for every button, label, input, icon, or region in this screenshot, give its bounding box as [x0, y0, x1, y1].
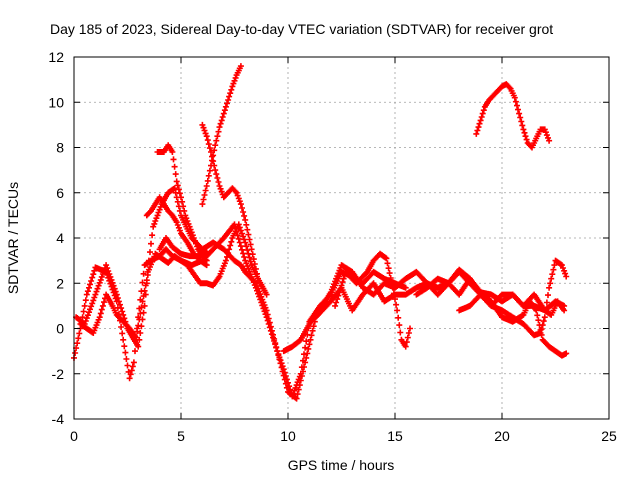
data-point-marks	[199, 121, 270, 298]
grid	[74, 57, 609, 419]
y-axis-label: SDTVAR / TECUs	[5, 182, 21, 294]
series-track-5	[332, 250, 413, 350]
data-point-marks	[473, 81, 553, 151]
x-tick-label: 0	[70, 428, 78, 444]
data-point-marks	[332, 250, 413, 350]
y-tick-label: 10	[48, 94, 64, 110]
y-tick-label: 6	[56, 185, 64, 201]
data-point-marks	[456, 257, 570, 339]
x-tick-label: 20	[494, 428, 510, 444]
x-tick-label: 10	[280, 428, 296, 444]
axis-ticks	[73, 56, 610, 420]
y-tick-label: 4	[56, 230, 64, 246]
y-tick-label: -2	[52, 366, 65, 382]
series-track-3	[77, 221, 261, 341]
y-tick-label: 2	[56, 275, 64, 291]
data-series	[71, 63, 570, 402]
y-tick-label: 8	[56, 140, 64, 156]
data-point-marks	[77, 221, 261, 341]
series-track-11	[199, 121, 270, 298]
y-tick-label: 0	[56, 321, 64, 337]
series-track-13	[156, 235, 210, 260]
series-track-7	[456, 257, 570, 339]
series-track-12	[473, 81, 553, 151]
tick-labels: 0 5 10 15 20 25 -4 -2 0 2 4 6 8 10 12	[48, 49, 617, 444]
y-tick-label: -4	[52, 411, 65, 427]
chart-title: Day 185 of 2023, Sidereal Day-to-day VTE…	[50, 21, 553, 37]
x-tick-label: 5	[177, 428, 185, 444]
x-tick-label: 25	[601, 428, 617, 444]
x-axis-label: GPS time / hours	[288, 457, 395, 473]
series-track-10	[199, 63, 244, 208]
data-point-marks	[156, 235, 210, 260]
data-point-marks	[199, 63, 244, 208]
y-tick-label: 12	[48, 49, 64, 65]
x-tick-label: 15	[387, 428, 403, 444]
